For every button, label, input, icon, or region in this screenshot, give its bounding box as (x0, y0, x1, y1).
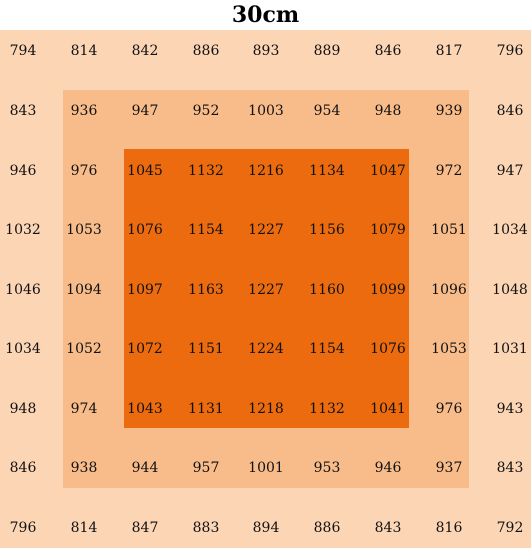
grid-cell: 947 (131, 103, 159, 119)
grid-cell: 1001 (248, 460, 284, 476)
grid-cell: 1151 (188, 341, 224, 357)
grid-cell: 1097 (127, 282, 163, 298)
grid-cell: 1041 (370, 401, 406, 417)
grid-cell: 1034 (5, 341, 41, 357)
grid-cell: 843 (9, 103, 37, 119)
grid-cell: 794 (9, 43, 37, 59)
grid-cell: 1154 (309, 341, 345, 357)
grid-cell: 954 (313, 103, 341, 119)
grid-cell: 883 (192, 520, 220, 536)
grid-cell: 1047 (370, 163, 406, 179)
grid-cell: 1032 (5, 222, 41, 238)
grid-cell: 1132 (188, 163, 224, 179)
grid-cell: 952 (192, 103, 220, 119)
grid-cell: 796 (9, 520, 37, 536)
grid-cell: 843 (374, 520, 402, 536)
grid-cell: 944 (131, 460, 159, 476)
grid-cell: 1094 (66, 282, 102, 298)
grid-cell: 796 (496, 43, 524, 59)
grid-cell: 1034 (492, 222, 528, 238)
grid-cell: 939 (435, 103, 463, 119)
grid-cell: 846 (496, 103, 524, 119)
grid-cell: 1053 (431, 341, 467, 357)
grid-cell: 976 (435, 401, 463, 417)
grid-cell: 1043 (127, 401, 163, 417)
grid-cell: 953 (313, 460, 341, 476)
grid-cell: 1160 (309, 282, 345, 298)
grid-cell: 843 (496, 460, 524, 476)
grid-cell: 946 (374, 460, 402, 476)
grid-cell: 972 (435, 163, 463, 179)
grid-cell: 1076 (370, 341, 406, 357)
grid-cell: 1096 (431, 282, 467, 298)
grid-cell: 1163 (188, 282, 224, 298)
grid-cell: 1156 (309, 222, 345, 238)
grid-cell: 1218 (248, 401, 284, 417)
grid-cell: 846 (9, 460, 37, 476)
grid-cell: 1227 (248, 222, 284, 238)
grid-cell: 948 (9, 401, 37, 417)
grid-cell: 1031 (492, 341, 528, 357)
grid-cell: 1052 (66, 341, 102, 357)
diagram-title: 30cm (231, 2, 300, 28)
grid-cell: 886 (192, 43, 220, 59)
grid-cell: 938 (70, 460, 98, 476)
grid-cell: 816 (435, 520, 463, 536)
grid-cell: 947 (496, 163, 524, 179)
grid-cell: 976 (70, 163, 98, 179)
grid-cell: 1048 (492, 282, 528, 298)
grid-cell: 847 (131, 520, 159, 536)
grid-cell: 957 (192, 460, 220, 476)
grid-cell: 1224 (248, 341, 284, 357)
grid-cell: 814 (70, 43, 98, 59)
grid-cell: 974 (70, 401, 98, 417)
grid-cell: 936 (70, 103, 98, 119)
grid-cell: 893 (252, 43, 280, 59)
grid-cell: 1216 (248, 163, 284, 179)
grid-cell: 886 (313, 520, 341, 536)
grid-cell: 889 (313, 43, 341, 59)
grid-cell: 894 (252, 520, 280, 536)
grid-cell: 814 (70, 520, 98, 536)
grid-cell: 946 (9, 163, 37, 179)
grid-cell: 948 (374, 103, 402, 119)
grid-cell: 1134 (309, 163, 345, 179)
grid-cell: 1045 (127, 163, 163, 179)
inner-zone (124, 149, 409, 428)
grid-cell: 1079 (370, 222, 406, 238)
grid-cell: 1003 (248, 103, 284, 119)
grid-cell: 1076 (127, 222, 163, 238)
grid-cell: 1053 (66, 222, 102, 238)
grid-cell: 1046 (5, 282, 41, 298)
grid-cell: 1227 (248, 282, 284, 298)
grid-cell: 1051 (431, 222, 467, 238)
grid-cell: 1154 (188, 222, 224, 238)
grid-cell: 846 (374, 43, 402, 59)
grid-cell: 817 (435, 43, 463, 59)
grid-cell: 937 (435, 460, 463, 476)
grid-cell: 1131 (188, 401, 224, 417)
grid-cell: 943 (496, 401, 524, 417)
grid-cell: 842 (131, 43, 159, 59)
grid-cell: 792 (496, 520, 524, 536)
grid-cell: 1099 (370, 282, 406, 298)
grid-cell: 1132 (309, 401, 345, 417)
grid-cell: 1072 (127, 341, 163, 357)
